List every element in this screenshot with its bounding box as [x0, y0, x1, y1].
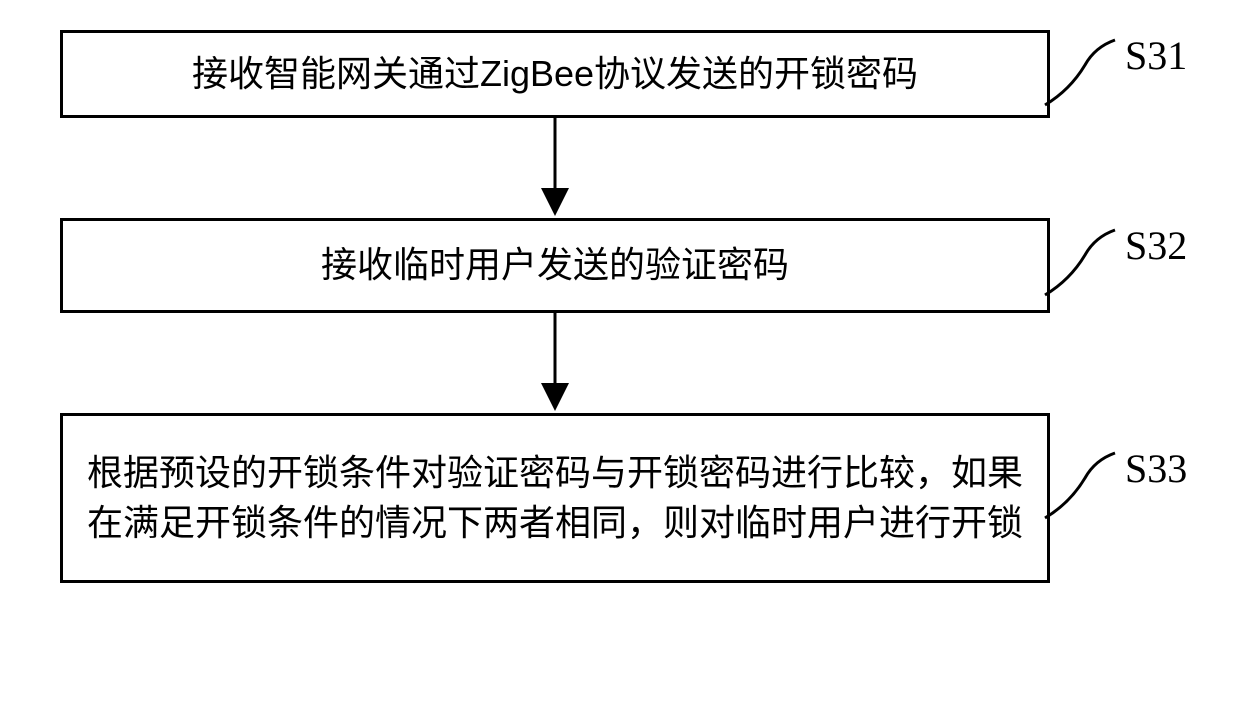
bracket-2-icon [1040, 225, 1120, 300]
flow-node-3-text: 根据预设的开锁条件对验证密码与开锁密码进行比较，如果在满足开锁条件的情况下两者相… [83, 448, 1027, 549]
label-group-2: S32 [1040, 225, 1187, 300]
bracket-1-icon [1040, 35, 1120, 110]
label-group-1: S31 [1040, 35, 1187, 110]
flow-node-1: 接收智能网关通过ZigBee协议发送的开锁密码 [60, 30, 1050, 118]
flowchart-container: 接收智能网关通过ZigBee协议发送的开锁密码 接收临时用户发送的验证密码 根据… [60, 30, 1180, 583]
flow-node-2-text: 接收临时用户发送的验证密码 [321, 240, 789, 290]
arrow-1-line [554, 118, 557, 196]
arrow-2-line [554, 313, 557, 391]
step-label-3: S33 [1125, 445, 1187, 492]
arrow-2-head [541, 383, 569, 411]
label-group-3: S33 [1040, 448, 1187, 523]
flow-node-1-text: 接收智能网关通过ZigBee协议发送的开锁密码 [192, 49, 918, 99]
step-label-2: S32 [1125, 222, 1187, 269]
bracket-3-icon [1040, 448, 1120, 523]
arrow-1 [60, 118, 1050, 218]
flow-node-2: 接收临时用户发送的验证密码 [60, 218, 1050, 313]
arrow-2 [60, 313, 1050, 413]
step-label-1: S31 [1125, 32, 1187, 79]
flow-node-3: 根据预设的开锁条件对验证密码与开锁密码进行比较，如果在满足开锁条件的情况下两者相… [60, 413, 1050, 583]
arrow-1-head [541, 188, 569, 216]
